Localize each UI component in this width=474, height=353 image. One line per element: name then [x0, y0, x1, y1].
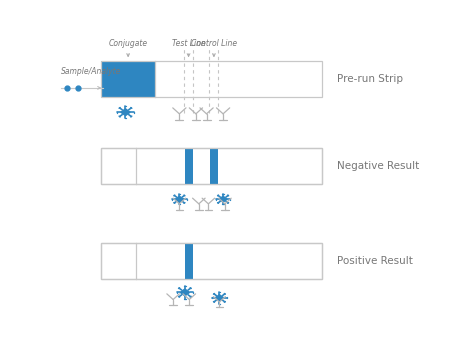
Bar	[101, 148, 322, 184]
Text: Positive Result: Positive Result	[337, 256, 412, 266]
Bar	[101, 148, 322, 184]
Polygon shape	[175, 196, 183, 202]
Text: Test Line: Test Line	[172, 39, 205, 48]
Bar	[210, 148, 218, 184]
Text: Conjugate: Conjugate	[109, 39, 148, 48]
Bar	[101, 244, 322, 279]
Bar	[101, 244, 322, 279]
Text: Pre-run Strip: Pre-run Strip	[337, 74, 402, 84]
Bar	[184, 244, 192, 279]
Text: Negative Result: Negative Result	[337, 161, 419, 171]
Bar	[101, 61, 322, 97]
Bar	[101, 61, 155, 97]
Bar	[184, 148, 192, 184]
Polygon shape	[215, 295, 224, 301]
Text: Control Line: Control Line	[191, 39, 237, 48]
Polygon shape	[219, 196, 227, 202]
Text: Sample/Analyte: Sample/Analyte	[61, 67, 121, 76]
Polygon shape	[121, 109, 130, 116]
Polygon shape	[180, 289, 190, 296]
